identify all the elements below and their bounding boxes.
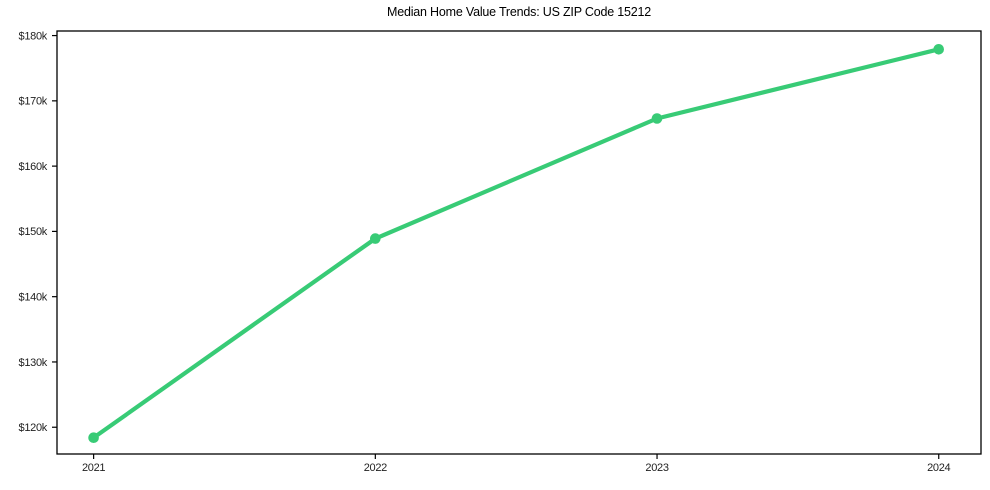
y-tick-label: $170k <box>19 96 48 108</box>
data-point-marker <box>651 113 663 124</box>
y-tick-label: $150k <box>19 226 48 238</box>
plot-border <box>56 30 982 455</box>
data-point-marker <box>933 44 944 55</box>
x-tick-label: 2022 <box>364 462 387 474</box>
trend-line <box>91 47 941 440</box>
data-point-marker <box>370 233 381 244</box>
y-tick-label: $180k <box>19 30 48 42</box>
y-tick-label: $120k <box>19 422 48 434</box>
y-tick-label: $160k <box>19 161 48 173</box>
x-tick-label: 2023 <box>645 462 668 474</box>
y-tick-label: $140k <box>19 291 48 303</box>
y-tick-label: $130k <box>19 357 48 369</box>
x-tick-label: 2021 <box>82 462 105 474</box>
x-tick-label: 2024 <box>927 462 950 474</box>
chart-title: Median Home Value Trends: US ZIP Code 15… <box>386 5 651 19</box>
data-point-marker <box>88 432 99 444</box>
